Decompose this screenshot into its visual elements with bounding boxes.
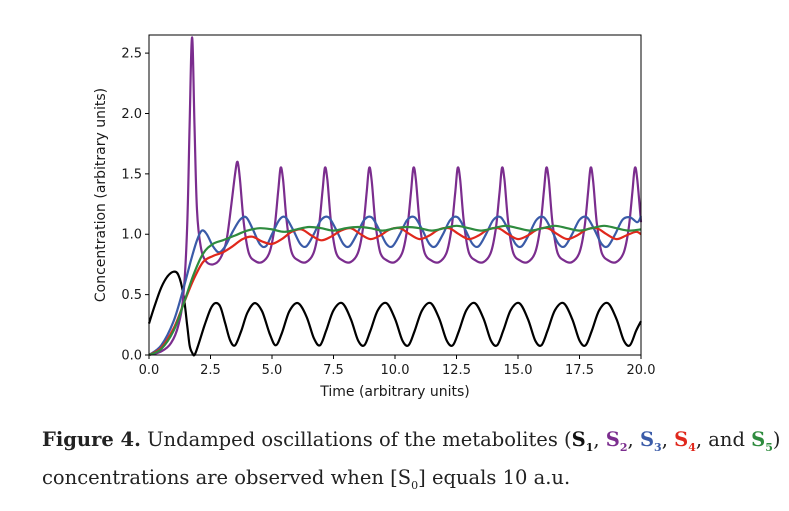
y-tick-label: 2.5 <box>121 47 142 62</box>
x-tick-label: 15.0 <box>504 363 533 378</box>
y-tick-label: 2.0 <box>121 107 142 122</box>
x-tick-label: 10.0 <box>381 363 410 378</box>
s5-line <box>148 224 642 357</box>
x-tick-label: 12.5 <box>442 363 471 378</box>
metabolite-s4: S4 <box>674 428 696 454</box>
x-tick-label: 5.0 <box>262 363 283 378</box>
metabolite-s1: S1 <box>571 428 594 454</box>
caption-text-3: ] equals 10 a.u. <box>418 465 571 489</box>
x-tick-label: 0.0 <box>139 363 160 378</box>
caption-sep: , and <box>695 428 752 451</box>
caption-text-2: ) concentrations are observed when [S <box>42 428 781 489</box>
y-tick-label: 1.0 <box>121 228 142 243</box>
s3-line <box>148 215 642 356</box>
s4-line <box>148 226 642 356</box>
y-axis-label: Concentration (arbitrary units) <box>93 88 109 302</box>
s2-line <box>148 36 643 357</box>
caption-sep: , <box>593 428 606 451</box>
oscillation-chart: 0.0 2.5 5.0 7.5 10.0 12.5 15.0 17.5 20.0 0.0 0.5 1.… <box>93 34 655 400</box>
x-tick-label: 17.5 <box>565 363 594 378</box>
x-tick-label: 2.5 <box>200 363 221 378</box>
figure-caption: Figure 4. Undamped oscillations of the m… <box>42 425 782 501</box>
metabolite-s3: S3 <box>639 428 662 454</box>
y-tick-label: 0.0 <box>121 349 142 364</box>
series-lines <box>147 36 643 357</box>
metabolite-s5: S5 <box>751 428 773 454</box>
y-tick-label: 1.5 <box>121 167 142 182</box>
figure-label: Figure 4. <box>42 428 141 451</box>
x-tick-label: 20.0 <box>627 363 656 378</box>
x-tick-label: 7.5 <box>323 363 344 378</box>
caption-sep: , <box>627 428 640 451</box>
metabolite-s2: S2 <box>605 428 628 454</box>
caption-text-1: Undamped oscillations of the metabolites… <box>140 428 572 451</box>
plot-frame <box>148 34 642 356</box>
axis-ticks: 0.0 2.5 5.0 7.5 10.0 12.5 15.0 17.5 20.0 0.0 0.5 1.… <box>121 47 655 378</box>
caption-sep: , <box>661 428 675 451</box>
s1-line <box>147 270 642 357</box>
s0-subscript: 0 <box>411 478 419 492</box>
x-axis-label: Time (arbitrary units) <box>319 384 469 400</box>
y-tick-label: 0.5 <box>121 288 142 303</box>
